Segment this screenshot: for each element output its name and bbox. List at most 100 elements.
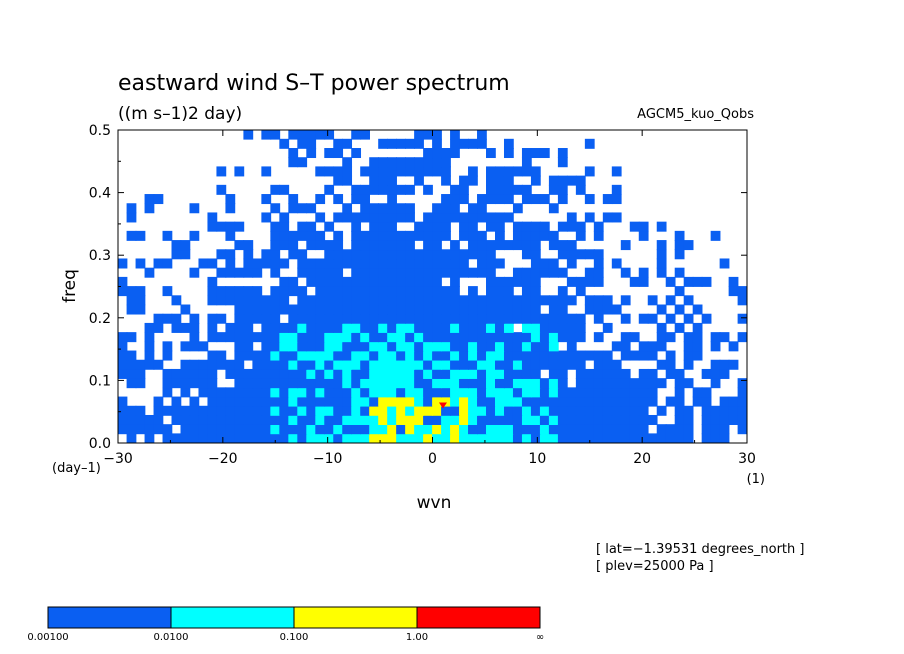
contour-cell — [333, 304, 344, 315]
contour-cell — [261, 359, 272, 370]
contour-cell — [647, 387, 658, 398]
contour-cell — [620, 341, 631, 352]
contour-cell — [342, 203, 353, 214]
contour-cell — [611, 405, 622, 416]
contour-cell — [333, 286, 344, 297]
contour-cell — [234, 166, 245, 177]
contour-cell — [118, 332, 128, 343]
contour-cell — [495, 387, 505, 398]
contour-cell — [351, 258, 362, 269]
contour-cell — [530, 424, 541, 435]
contour-cell — [575, 396, 586, 407]
contour-cell — [252, 350, 263, 361]
contour-cell — [153, 322, 164, 333]
contour-cell — [548, 387, 559, 398]
contour-cell — [593, 258, 604, 269]
contour-cell — [342, 212, 353, 223]
contour-cell — [683, 433, 694, 443]
contour-cell — [557, 240, 568, 251]
contour-cell — [333, 166, 344, 177]
contour-cell — [584, 414, 595, 425]
contour-cell — [521, 378, 532, 389]
contour-cell — [495, 166, 505, 177]
contour-cell — [512, 304, 523, 315]
contour-cell — [566, 276, 577, 287]
contour-cell — [459, 368, 469, 379]
contour-cell — [189, 414, 200, 425]
contour-cell — [396, 304, 406, 315]
contour-cell — [584, 396, 595, 407]
contour-cell — [477, 368, 487, 379]
contour-cell — [414, 157, 424, 168]
contour-cell — [477, 332, 487, 343]
contour-cell — [135, 368, 146, 379]
contour-cell — [306, 138, 317, 149]
contour-cell — [387, 249, 397, 260]
contour-cell — [503, 175, 514, 186]
contour-cell — [719, 359, 730, 370]
contour-cell — [459, 332, 469, 343]
contour-cell — [333, 405, 344, 416]
contour-cell — [297, 433, 308, 443]
colorbar-swatch — [416, 606, 541, 629]
contour-cell — [503, 184, 514, 195]
contour-cell — [306, 148, 317, 159]
contour-cell — [512, 295, 523, 306]
contour-cell — [414, 341, 424, 352]
contour-cell — [342, 350, 353, 361]
contour-cell — [602, 194, 613, 205]
contour-cell — [118, 258, 128, 269]
contour-cell — [521, 249, 532, 260]
contour-cell — [674, 286, 685, 297]
contour-cell — [306, 276, 317, 287]
contour-cell — [279, 405, 290, 416]
contour-cell — [584, 378, 595, 389]
contour-cell — [252, 405, 263, 416]
contour-cell — [351, 322, 362, 333]
contour-cell — [486, 184, 496, 195]
contour-cell — [423, 184, 433, 195]
contour-cell — [252, 368, 263, 379]
contour-cell — [441, 166, 451, 177]
contour-cell — [396, 368, 406, 379]
contour-cell — [279, 359, 290, 370]
contour-cell — [521, 350, 532, 361]
contour-cell — [315, 322, 326, 333]
contour-cell — [342, 313, 353, 324]
contour-cell — [378, 414, 388, 425]
contour-cell — [423, 258, 433, 269]
contour-cell — [333, 359, 344, 370]
contour-cell — [270, 433, 281, 443]
contour-cell — [512, 396, 523, 407]
contour-cell — [333, 212, 344, 223]
contour-cell — [441, 350, 451, 361]
contour-cell — [486, 405, 496, 416]
contour-cell — [584, 424, 595, 435]
contour-cell — [396, 341, 406, 352]
contour-cell — [333, 148, 344, 159]
contour-cell — [423, 148, 433, 159]
contour-cell — [495, 433, 505, 443]
contour-cell — [450, 276, 460, 287]
contour-cell — [503, 424, 514, 435]
contour-cell — [530, 414, 541, 425]
contour-cell — [459, 267, 469, 278]
contour-cell — [387, 368, 397, 379]
y-axis-unit: (day–1) — [52, 461, 101, 476]
contour-cell — [369, 405, 379, 416]
contour-cell — [297, 295, 308, 306]
contour-cell — [611, 414, 622, 425]
contour-cell — [629, 414, 640, 425]
contour-cell — [593, 387, 604, 398]
contour-cell — [710, 433, 721, 443]
contour-cell — [557, 414, 568, 425]
contour-cell — [225, 424, 236, 435]
contour-cell — [441, 175, 451, 186]
contour-cell — [279, 295, 290, 306]
contour-cell — [495, 313, 505, 324]
contour-cell — [405, 433, 415, 443]
contour-cell — [548, 240, 559, 251]
contour-cell — [351, 359, 362, 370]
contour-cell — [234, 341, 245, 352]
contour-cell — [674, 424, 685, 435]
